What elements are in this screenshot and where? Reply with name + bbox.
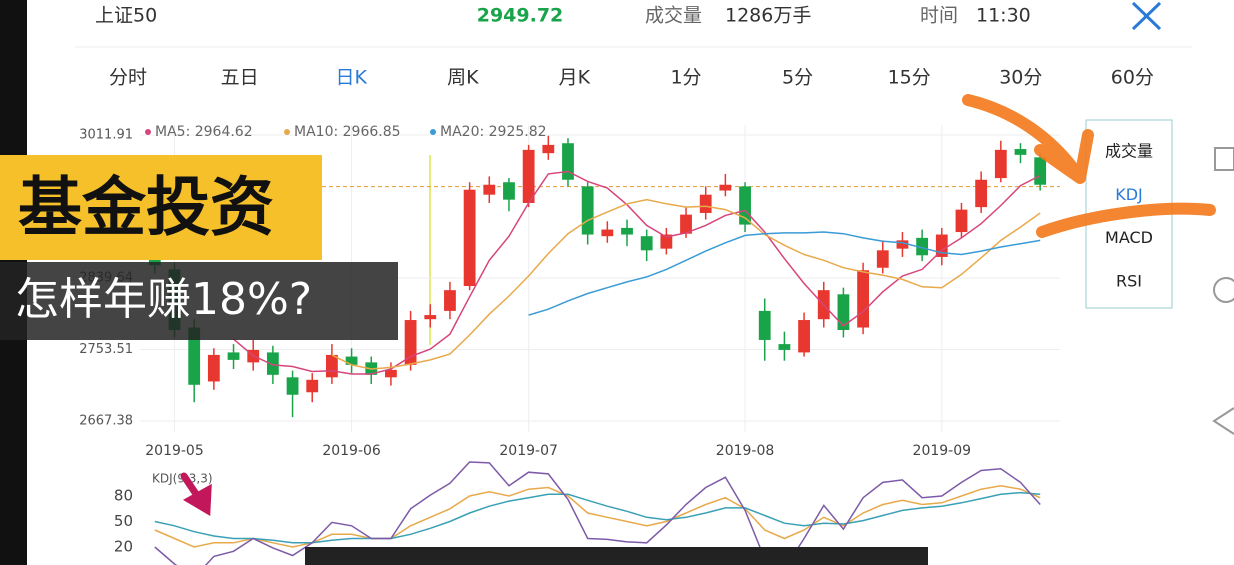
candle-body [955,209,968,233]
candle-body [857,270,869,328]
y-tick-label: 80 [114,487,133,505]
caption-bar [305,547,928,565]
y-tick-label: 2667.38 [79,414,133,429]
ma-line [528,231,1041,316]
menu-item[interactable]: KDJ [1115,185,1143,204]
index-name: 上证50 [95,5,157,27]
period-tab[interactable]: 1分 [670,67,701,89]
candle-body [345,356,358,365]
period-tabs: 分时 五日 日K 周K 月K 1分 5分 15分 30分 60分 [109,67,1154,89]
y-tick-label: 2753.51 [79,342,133,357]
candle-body [463,189,476,287]
candle-body [188,327,201,385]
pointer-arrow [180,472,212,516]
square-icon[interactable] [1214,147,1234,171]
candle-body [404,320,417,365]
menu-item[interactable]: RSI [1116,271,1142,290]
period-tab[interactable]: 五日 [221,67,259,89]
period-tab[interactable]: 分时 [109,67,147,89]
candle-body [935,234,948,257]
candle-body [739,186,751,225]
x-tick-label: 2019-06 [322,443,381,459]
candle-body [581,186,594,235]
time-value: 11:30 [976,5,1031,27]
volume-label: 成交量 [645,5,702,27]
period-tab[interactable]: 周K [447,67,479,89]
period-tab[interactable]: 15分 [888,67,931,89]
candle-body [994,149,1007,179]
candle-body [778,344,791,350]
y-tick-label: 50 [114,512,133,530]
overlay-title: 基金投资 [18,172,274,246]
candle-body [522,149,535,203]
candle-body [601,229,614,237]
indicator-line [154,461,1041,565]
volume-value: 1286万手 [725,5,811,27]
indicator-line [154,485,1041,548]
candle-body [719,184,732,191]
x-tick-label: 2019-08 [716,443,775,459]
candle-body [699,194,712,213]
legend-swatch [145,129,151,135]
time-label: 时间 [920,5,958,27]
indicator-line [154,491,1041,544]
candle-body [483,184,496,195]
period-tab[interactable]: 30分 [999,67,1042,89]
candle-body [660,234,673,249]
overlay-subtitle: 怎样年赚18%? [15,274,312,325]
subtitle-banner [0,262,398,340]
candle-body [306,379,319,393]
y-tick-label: 20 [114,538,133,556]
candle-body [266,352,279,375]
candle-body [207,354,220,382]
legend-swatch [430,129,436,135]
candle-body [640,236,653,251]
candle-body [542,144,555,154]
candle-body [798,320,810,353]
home-icon[interactable] [1213,277,1234,303]
legend-label: MA20: 2925.82 [440,124,547,140]
candle-body [326,354,338,378]
ma-line [331,198,1041,370]
ma-line [233,170,1041,375]
candle-body [758,310,771,340]
back-icon[interactable] [1212,407,1234,435]
index-price: 2949.72 [477,5,564,27]
menu-item[interactable]: MACD [1105,228,1153,247]
candle-body [621,227,633,235]
x-tick-label: 2019-09 [913,443,972,459]
candle-body [896,240,909,249]
y-tick-label: 3011.91 [79,128,133,143]
candle-body [385,369,397,378]
close-button[interactable] [1131,1,1162,31]
candle-body [424,315,437,320]
candle-body [286,377,299,395]
candle-body [444,290,456,311]
legend-label: MA5: 2964.62 [155,124,253,140]
candle-body [916,237,929,256]
menu-item[interactable]: 成交量 [1105,142,1153,161]
period-tab[interactable]: 60分 [1111,67,1154,89]
x-tick-label: 2019-07 [499,443,558,459]
candle-body [1034,157,1047,185]
candle-body [876,250,889,268]
candle-body [975,179,988,208]
x-tick-label: 2019-05 [145,443,204,459]
candle-body [503,182,515,200]
candle-body [680,214,692,234]
candle-body [227,352,240,360]
legend-label: MA10: 2966.85 [294,124,401,140]
period-tab[interactable]: 日K [335,67,367,89]
candle-body [562,143,574,180]
period-tab[interactable]: 5分 [782,67,813,89]
title-banner [0,155,322,260]
annotation-arrow [962,94,1216,238]
candle-body [1014,149,1027,155]
menu-items: 成交量 KDJ MACD RSI [1105,142,1153,291]
period-tab[interactable]: 月K [559,67,591,89]
candle-body [837,294,850,331]
legend-swatch [284,129,290,135]
